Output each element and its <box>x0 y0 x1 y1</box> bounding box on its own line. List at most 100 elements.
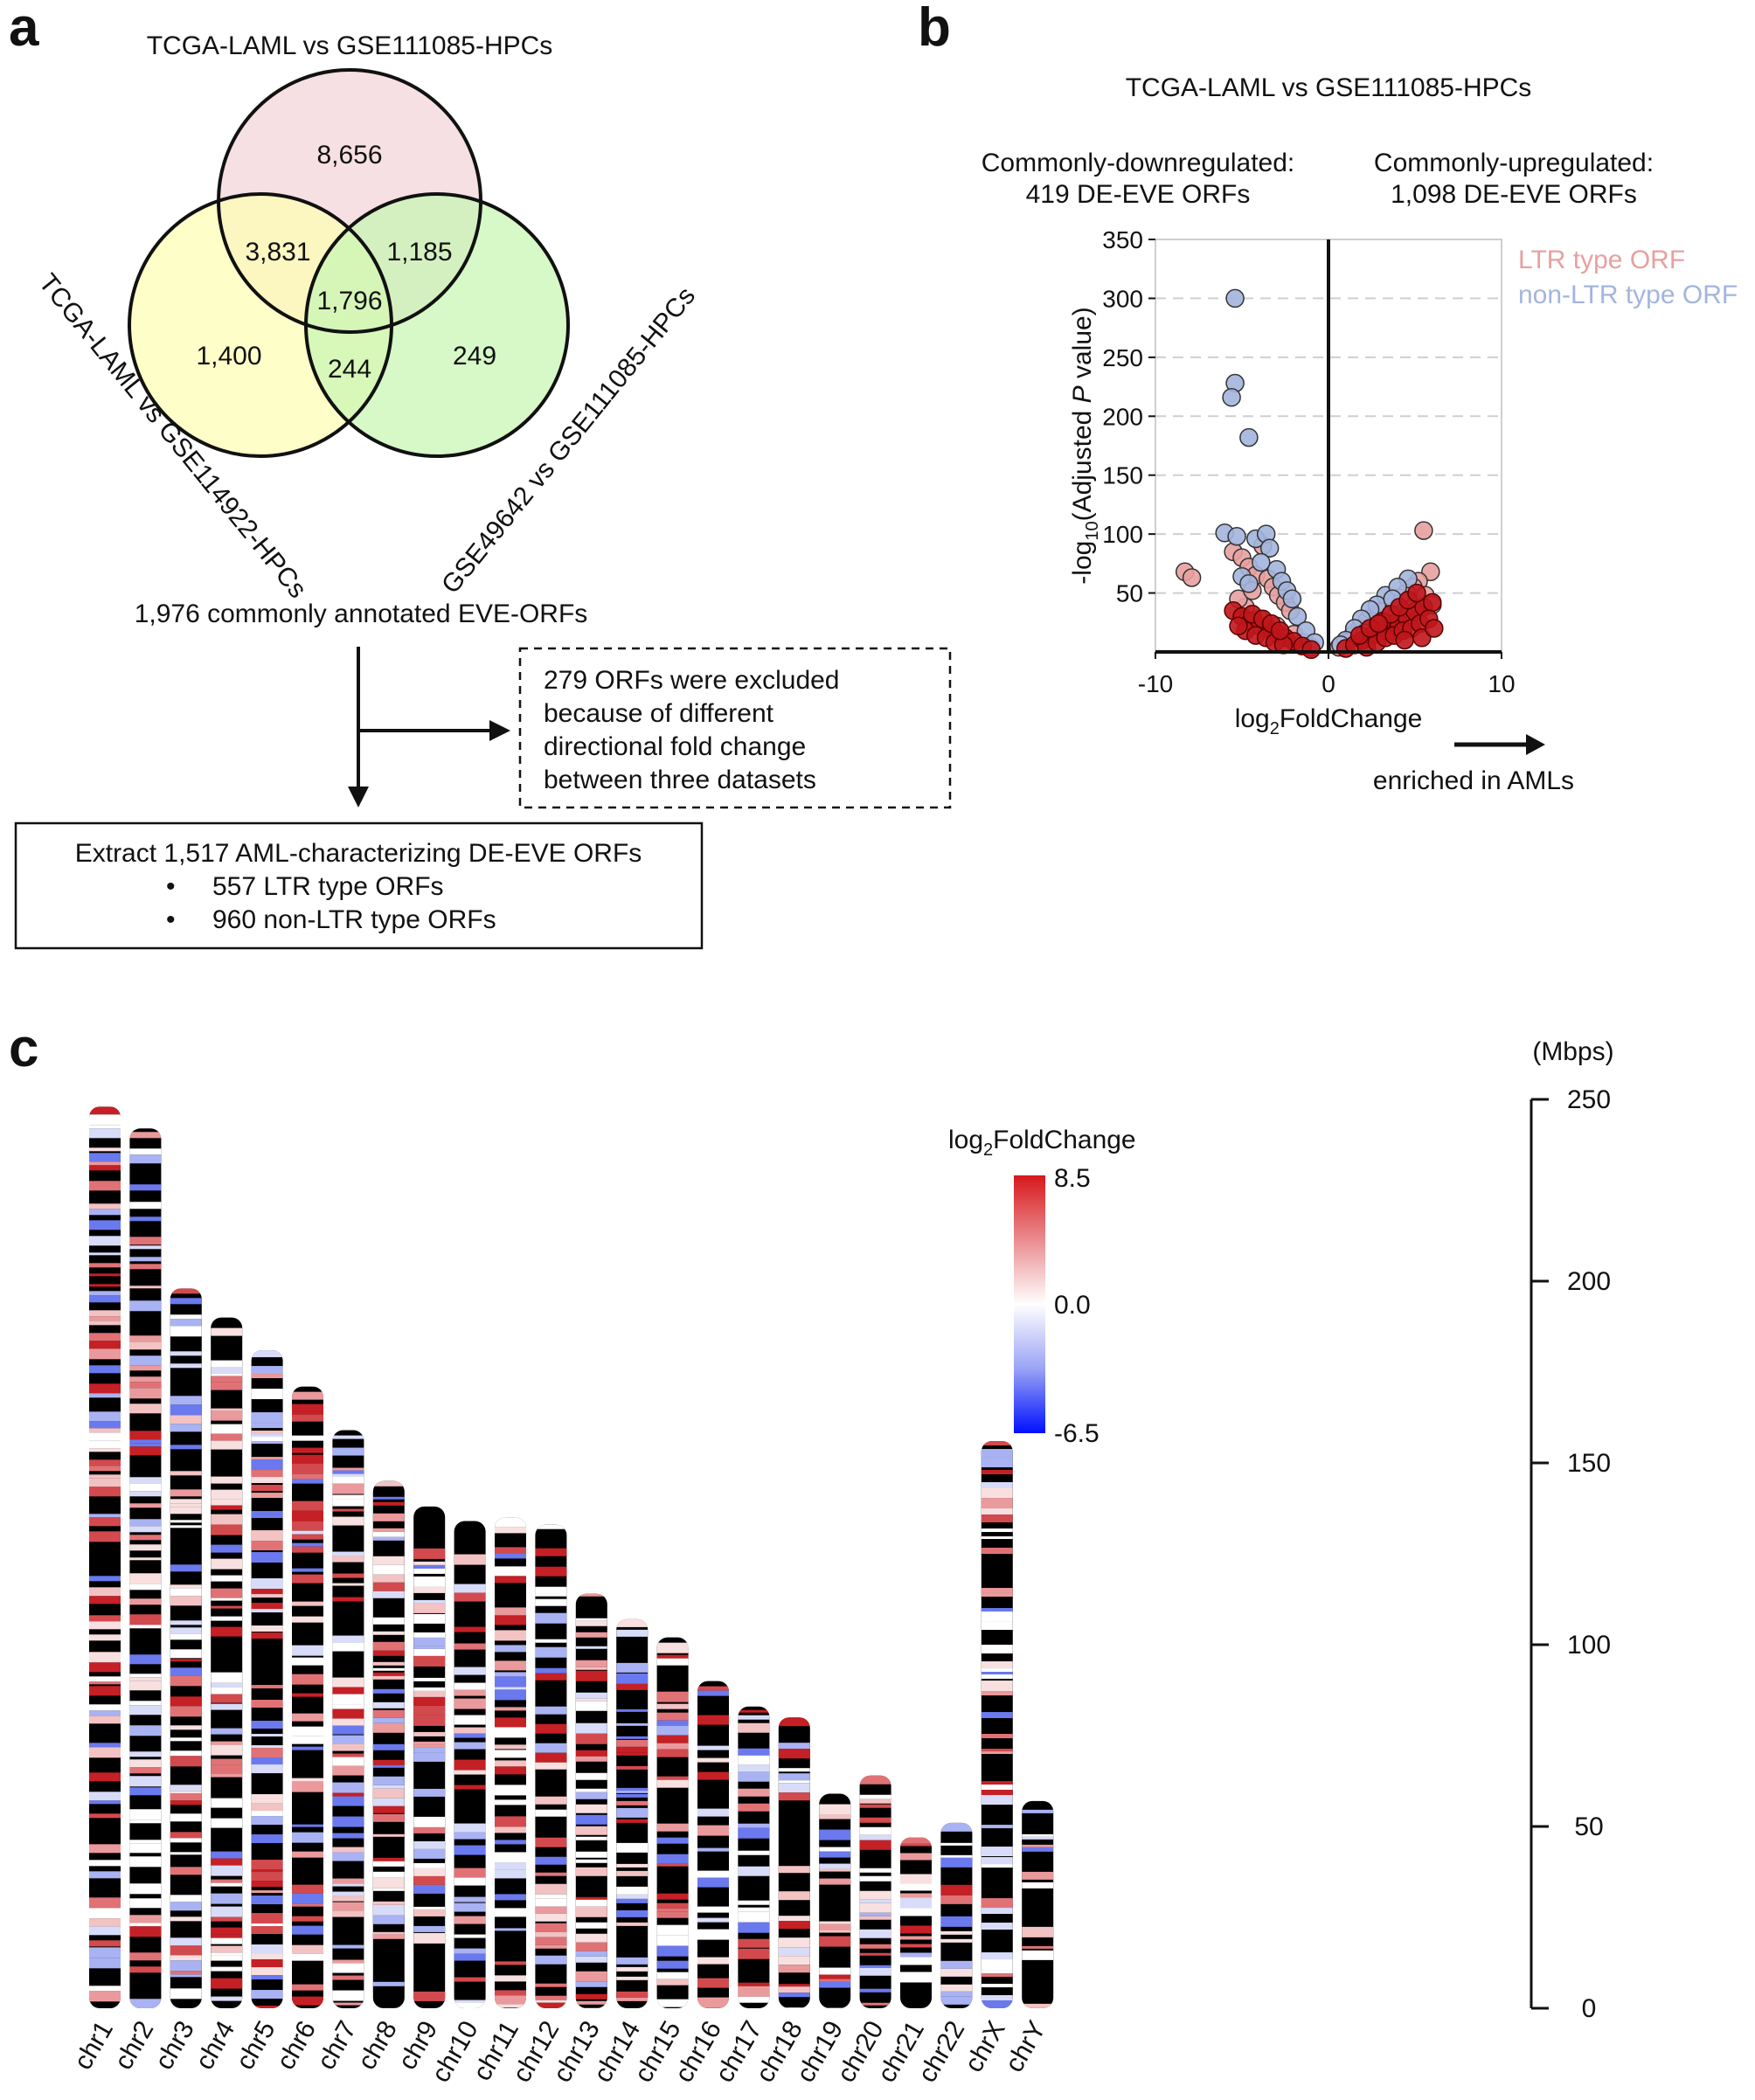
chromosome-chr19 <box>819 1793 851 2009</box>
band <box>981 1984 1013 1988</box>
band <box>89 1440 121 1449</box>
chromosome-chr22 <box>940 1822 973 2008</box>
band <box>697 1745 729 1750</box>
band <box>89 1474 121 1479</box>
band <box>859 1817 891 1823</box>
chromosome-chr12 <box>535 1524 567 2008</box>
band <box>495 1816 526 1827</box>
chromosome-bands <box>819 1804 851 2009</box>
band <box>251 1511 283 1514</box>
band <box>981 1825 1013 1829</box>
band <box>535 1837 567 1847</box>
band <box>170 1960 202 1972</box>
band <box>292 1454 323 1464</box>
band <box>819 1868 851 1872</box>
band <box>778 1916 810 1922</box>
band <box>251 1589 283 1595</box>
band <box>535 1898 567 1907</box>
venn-count-top-only: 8,656 <box>316 141 382 170</box>
band <box>778 1947 810 1957</box>
band <box>372 1785 405 1789</box>
band <box>900 1972 932 1983</box>
band <box>413 1752 446 1762</box>
chromosome-chr21 <box>900 1837 932 2008</box>
volcano-point <box>1182 568 1202 587</box>
band <box>454 1934 486 1938</box>
venn-count-right-only: 249 <box>453 342 496 371</box>
band <box>981 1672 1013 1675</box>
chromosome-chr9 <box>413 1506 446 2008</box>
band <box>211 1433 243 1441</box>
band <box>495 1527 526 1534</box>
band <box>616 1722 649 1726</box>
band <box>535 1743 567 1753</box>
band <box>495 1517 526 1528</box>
band <box>413 1991 446 2001</box>
band <box>575 1618 607 1621</box>
volcano-point <box>1259 538 1280 558</box>
band <box>413 1576 446 1587</box>
band <box>981 1611 1013 1622</box>
band <box>332 1718 364 1726</box>
band <box>89 1466 121 1472</box>
band <box>656 1712 689 1721</box>
band <box>372 1877 405 1889</box>
band <box>332 1959 364 1964</box>
band <box>981 1898 1013 1909</box>
band <box>940 1996 973 2005</box>
band <box>129 1614 162 1625</box>
band <box>413 1637 446 1646</box>
band <box>170 1696 202 1707</box>
band <box>778 1956 810 1965</box>
band <box>981 1795 1013 1805</box>
band <box>251 1437 283 1442</box>
band <box>738 1827 770 1839</box>
band <box>89 1411 121 1422</box>
band <box>778 1965 810 1973</box>
y-tick-label: 250 <box>1102 344 1143 371</box>
band <box>129 1365 162 1371</box>
band <box>413 1548 446 1559</box>
chromosome-bands <box>738 1709 770 2003</box>
band <box>454 1667 486 1675</box>
band <box>616 1787 649 1791</box>
colorbar-title: log2FoldChange <box>948 1126 1136 1160</box>
band <box>778 1768 810 1772</box>
band <box>292 1893 323 1904</box>
band <box>251 1757 283 1765</box>
band <box>656 1837 689 1844</box>
band <box>129 1856 162 1868</box>
band <box>170 1415 202 1424</box>
band <box>211 1927 243 1935</box>
band <box>575 1660 607 1667</box>
volcano-ticks: 50 100 150 200 250 300 350 -10 0 10 <box>1102 226 1515 697</box>
band <box>211 1934 243 1938</box>
band <box>170 1916 202 1922</box>
band <box>697 1808 729 1817</box>
band <box>372 1857 405 1861</box>
band <box>89 1291 121 1296</box>
chromosome-body <box>211 1317 243 2008</box>
band <box>697 1997 729 2008</box>
band <box>170 1445 202 1450</box>
chromosome-bands <box>372 1480 405 2009</box>
band <box>940 1822 973 1832</box>
band <box>981 1847 1013 1857</box>
band <box>981 1470 1013 1475</box>
band <box>616 1842 649 1853</box>
band <box>454 1682 486 1690</box>
excluded-line-4: between three datasets <box>544 766 816 794</box>
band <box>211 1626 243 1637</box>
band <box>454 1953 486 1961</box>
band <box>859 2002 891 2006</box>
band <box>129 1535 162 1541</box>
band <box>372 1871 405 1878</box>
band <box>495 1840 526 1845</box>
band <box>372 1564 405 1575</box>
band <box>940 1938 973 1943</box>
band <box>292 1447 323 1453</box>
band <box>454 1948 486 1954</box>
band <box>656 1960 689 1969</box>
extract-item-ltr: 557 LTR type ORFs <box>212 872 444 901</box>
band <box>170 1588 202 1597</box>
